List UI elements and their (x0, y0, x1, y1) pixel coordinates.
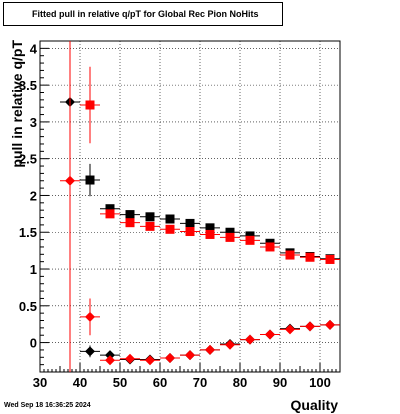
data-point-square (145, 212, 155, 222)
x-tick-label: 80 (233, 375, 247, 390)
data-point-square (305, 252, 315, 262)
data-point-diamond (205, 344, 215, 355)
data-point-square (85, 100, 95, 110)
chart-title: Fitted pull in relative q/pT for Global … (32, 9, 259, 19)
data-point-square (205, 223, 215, 233)
y-tick-label: 3 (30, 115, 37, 130)
y-axis-label: pull in relative q/pT (9, 40, 25, 168)
x-tick-label: 40 (73, 375, 87, 390)
data-point-diamond (185, 350, 195, 361)
data-point-diamond (125, 353, 135, 364)
data-point-diamond (225, 339, 235, 350)
data-series (60, 41, 340, 372)
chart-title-box: Fitted pull in relative q/pT for Global … (3, 2, 283, 26)
timestamp: Wed Sep 18 16:36:25 2024 (4, 402, 91, 409)
series-1 (80, 66, 340, 264)
axis-ticks: 30 40 50 60 70 80 90 100 0 0.5 1 1.5 2 2.5 3 3.5 4 (19, 40, 341, 390)
data-point-square (165, 224, 175, 234)
data-point-square (245, 235, 255, 245)
grid (40, 41, 340, 372)
data-point-diamond (285, 324, 295, 335)
data-point-square (205, 229, 215, 239)
x-tick-label: 30 (33, 375, 47, 390)
data-point-square (85, 175, 95, 185)
data-point-diamond (265, 329, 275, 340)
data-point-diamond (65, 175, 75, 186)
data-point-diamond (165, 353, 175, 364)
data-point-diamond (325, 319, 335, 330)
y-tick-label: 1.5 (19, 225, 37, 240)
y-tick-label: 2.5 (19, 152, 37, 167)
x-tick-label: 60 (153, 375, 167, 390)
y-tick-label: 1 (30, 262, 37, 277)
y-tick-label: 2 (30, 188, 37, 203)
y-tick-label: 3.5 (19, 78, 37, 93)
data-point-square (185, 218, 195, 228)
data-point-square (145, 221, 155, 231)
data-point-diamond (245, 334, 255, 345)
x-axis-label: Quality (291, 397, 339, 413)
data-point-square (265, 242, 275, 252)
data-point-square (125, 210, 135, 220)
data-point-square (225, 227, 235, 237)
data-point-square (105, 204, 115, 214)
data-point-square (185, 227, 195, 237)
data-point-square (165, 214, 175, 224)
x-tick-label: 90 (273, 375, 287, 390)
data-point-diamond (85, 311, 95, 322)
data-point-diamond (145, 355, 155, 366)
data-point-square (125, 218, 135, 228)
data-point-diamond (105, 350, 115, 361)
y-tick-label: 4 (30, 41, 38, 56)
data-point-diamond (305, 321, 315, 332)
data-point-square (225, 232, 235, 242)
data-point-diamond (85, 346, 95, 357)
data-point-diamond (105, 355, 115, 366)
data-point-square (105, 209, 115, 219)
data-point-square (325, 254, 335, 264)
plot-frame (39, 40, 341, 373)
x-tick-label: 70 (193, 375, 207, 390)
x-tick-label: 100 (309, 375, 331, 390)
x-tick-label: 50 (113, 375, 127, 390)
data-point-square (285, 250, 295, 260)
y-tick-label: 0 (30, 336, 37, 351)
y-tick-label: 0.5 (19, 299, 37, 314)
series-3 (60, 41, 340, 372)
